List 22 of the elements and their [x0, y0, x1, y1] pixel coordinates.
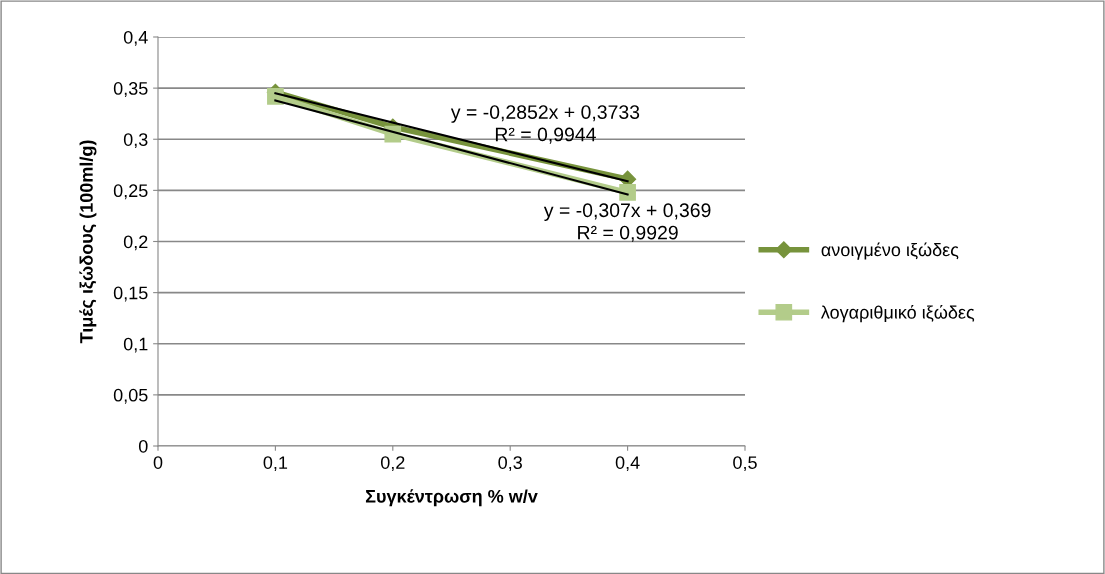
x-tick-label: 0,4: [615, 456, 640, 472]
x-tick-label: 0,3: [498, 456, 522, 472]
x-tick-label: 0: [153, 456, 163, 469]
legend-label: λογαριθμικό ιξώδες: [820, 304, 975, 323]
y-tick-label: 0,25: [113, 184, 148, 200]
y-tick-label: 0,2: [123, 235, 148, 251]
y-tick-label: 0: [138, 439, 148, 453]
x-tick-label: 0,1: [263, 456, 288, 472]
legend-label: ανοιγμένο ιξώδες: [821, 242, 959, 260]
x-tick-label: 0,2: [380, 456, 405, 472]
x-tick-label: 0,5: [733, 456, 757, 472]
y-tick-label: 0,15: [113, 286, 148, 302]
y-tick-label: 0,1: [123, 337, 148, 353]
annotation: y = -0,2852x + 0,3733 R² = 0,9944: [450, 105, 640, 144]
y-tick-label: 0,4: [123, 30, 148, 46]
y-tick-label: 0,3: [123, 133, 148, 149]
y-axis-title: Τιμές ιξώδους (100ml/g): [79, 140, 97, 344]
annotation: y = -0,307x + 0,369 R² = 0,9929: [543, 203, 711, 242]
point: [619, 184, 636, 201]
x-axis-title: Συγκέντρωση % w/v: [365, 489, 538, 507]
y-tick-label: 0,05: [113, 388, 148, 404]
y-tick-label: 0,35: [113, 82, 148, 97]
